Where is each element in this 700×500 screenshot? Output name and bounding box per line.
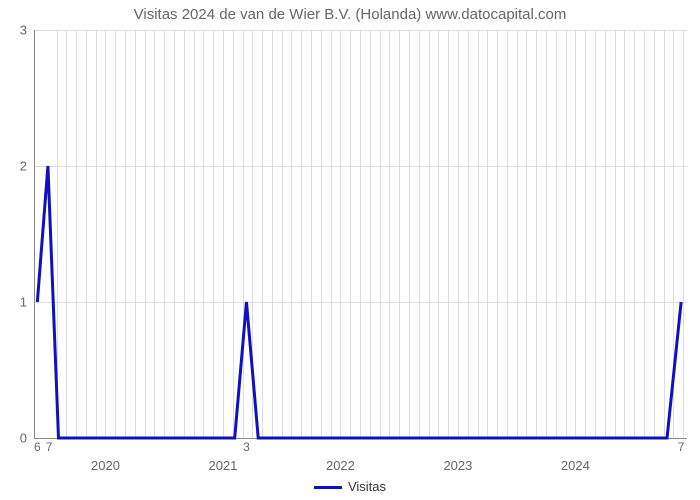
- legend-label: Visitas: [348, 479, 386, 494]
- line-chart: Visitas 2024 de van de Wier B.V. (Holand…: [0, 0, 700, 500]
- x-tick-label: 2024: [561, 438, 590, 473]
- series-line: [35, 30, 687, 438]
- x-secondary-tick-label: 7: [46, 438, 53, 454]
- y-tick-label: 0: [20, 431, 35, 446]
- chart-title: Visitas 2024 de van de Wier B.V. (Holand…: [0, 6, 700, 23]
- series-polyline: [37, 166, 681, 438]
- plot-area: 0123202020212022202320246737: [34, 30, 687, 439]
- y-tick-label: 2: [20, 159, 35, 174]
- y-tick-label: 3: [20, 23, 35, 38]
- x-tick-label: 2021: [208, 438, 237, 473]
- x-tick-label: 2022: [326, 438, 355, 473]
- x-secondary-tick-label: 6: [34, 438, 41, 454]
- x-secondary-tick-label: 7: [678, 438, 685, 454]
- x-secondary-tick-label: 3: [243, 438, 250, 454]
- legend-swatch: [314, 486, 342, 489]
- x-tick-label: 2020: [91, 438, 120, 473]
- legend: Visitas: [0, 479, 700, 494]
- x-tick-label: 2023: [443, 438, 472, 473]
- y-tick-label: 1: [20, 295, 35, 310]
